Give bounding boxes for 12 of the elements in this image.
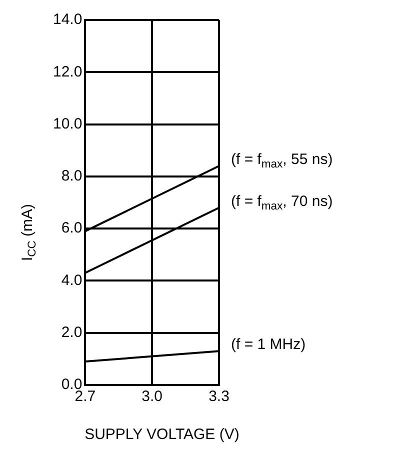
y-tick-label: 8.0 <box>61 168 82 185</box>
y-tick-label: 4.0 <box>61 272 82 289</box>
y-tick-label: 14.0 <box>52 11 82 28</box>
series-label: (f = 1 MHz) <box>231 336 306 354</box>
x-axis-title: SUPPLY VOLTAGE (V) <box>84 426 240 444</box>
x-tick-label: 3.3 <box>208 388 230 406</box>
y-tick-label: 12.0 <box>52 63 82 80</box>
y-axis-title: ICC (mA) <box>19 204 39 262</box>
y-tick-label: 2.0 <box>61 324 82 341</box>
y-tick-label: 10.0 <box>52 115 82 132</box>
x-tick-label: 3.0 <box>142 388 163 406</box>
y-tick-label: 6.0 <box>61 220 82 237</box>
